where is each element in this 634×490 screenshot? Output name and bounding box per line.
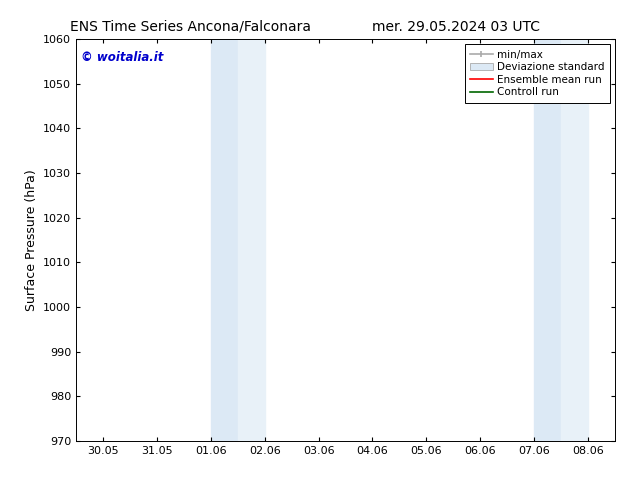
Text: © woitalia.it: © woitalia.it: [81, 51, 164, 64]
Text: ENS Time Series Ancona/Falconara: ENS Time Series Ancona/Falconara: [70, 20, 311, 34]
Bar: [210, 39, 238, 441]
Text: mer. 29.05.2024 03 UTC: mer. 29.05.2024 03 UTC: [373, 20, 540, 34]
Y-axis label: Surface Pressure (hPa): Surface Pressure (hPa): [25, 169, 37, 311]
Bar: [238, 39, 265, 441]
Bar: [534, 39, 561, 441]
Legend: min/max, Deviazione standard, Ensemble mean run, Controll run: min/max, Deviazione standard, Ensemble m…: [465, 45, 610, 102]
Bar: [561, 39, 588, 441]
